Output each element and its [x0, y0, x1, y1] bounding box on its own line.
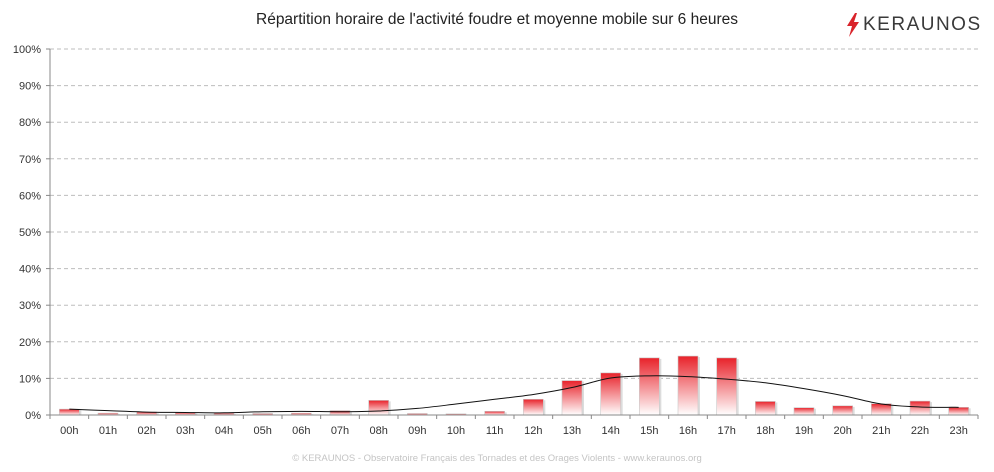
bar-22h: [909, 400, 931, 416]
x-tick-label: 12h: [524, 425, 542, 437]
bar-20h: [832, 405, 853, 416]
x-tick-label: 22h: [911, 425, 929, 437]
x-tick-label: 14h: [601, 425, 619, 437]
bar-12h: [523, 398, 544, 416]
bar-23h: [948, 407, 969, 416]
grid-lines: [46, 48, 978, 416]
x-tick-label: 20h: [833, 425, 851, 437]
lightning-bolt-icon: [847, 13, 859, 37]
x-tick-label: 15h: [640, 425, 658, 437]
x-tick-label: 03h: [176, 425, 194, 437]
y-tick-label: 20%: [19, 337, 41, 349]
bar-15h: [639, 357, 660, 416]
bar-11h: [484, 411, 505, 416]
x-tick-label: 05h: [253, 425, 271, 437]
x-tick-label: 19h: [795, 425, 813, 437]
bars: [59, 355, 971, 416]
y-tick-label: 0%: [25, 410, 41, 422]
x-tick-label: 00h: [60, 425, 78, 437]
bar-17h: [716, 357, 737, 416]
y-tick-label: 40%: [19, 264, 41, 276]
bar-08h: [368, 400, 389, 416]
x-tick-label: 10h: [447, 425, 465, 437]
y-tick-label: 80%: [19, 117, 41, 129]
y-tick-label: 100%: [13, 44, 41, 56]
footer-credit: © KERAUNOS - Observatoire Français des T…: [292, 453, 702, 464]
x-tick-label: 01h: [99, 425, 117, 437]
y-tick-labels: 0% 10% 20% 30% 40% 50% 60% 70% 80% 90% 100%: [13, 44, 41, 422]
bar-00h: [59, 408, 80, 416]
axes: [49, 49, 979, 419]
y-tick-label: 50%: [19, 227, 41, 239]
x-tick-label: 16h: [679, 425, 697, 437]
bar-19h: [793, 407, 815, 416]
y-tick-label: 60%: [19, 190, 41, 202]
keraunos-logo: KERAUNOS: [846, 10, 982, 40]
x-tick-label: 18h: [756, 425, 774, 437]
x-tick-label: 11h: [486, 425, 504, 437]
x-tick-labels: 00h 01h 02h 03h 04h 05h 06h 07h 08h 09h 10h 11h 12h 1…: [60, 425, 968, 437]
x-tick-label: 06h: [292, 425, 310, 437]
y-tick-label: 70%: [19, 154, 41, 166]
x-tick-label: 07h: [331, 425, 349, 437]
x-tick-label: 23h: [949, 425, 967, 437]
bar-16h: [677, 355, 699, 416]
x-tick-label: 04h: [215, 425, 233, 437]
x-tick-label: 21h: [872, 425, 890, 437]
x-tick-label: 08h: [369, 425, 387, 437]
x-tick-label: 09h: [408, 425, 426, 437]
y-tick-label: 10%: [19, 373, 41, 385]
chart-title: Répartition horaire de l'activité foudre…: [256, 11, 738, 28]
x-tick-label: 02h: [137, 425, 155, 437]
moving-average-line: [69, 375, 959, 414]
x-tick-label: 13h: [563, 425, 581, 437]
bar-18h: [755, 401, 776, 416]
y-tick-label: 30%: [19, 300, 41, 312]
x-tick-label: 17h: [717, 425, 735, 437]
moving-average-path: [69, 375, 959, 414]
logo-text: KERAUNOS: [863, 14, 982, 35]
y-tick-label: 90%: [19, 81, 41, 93]
